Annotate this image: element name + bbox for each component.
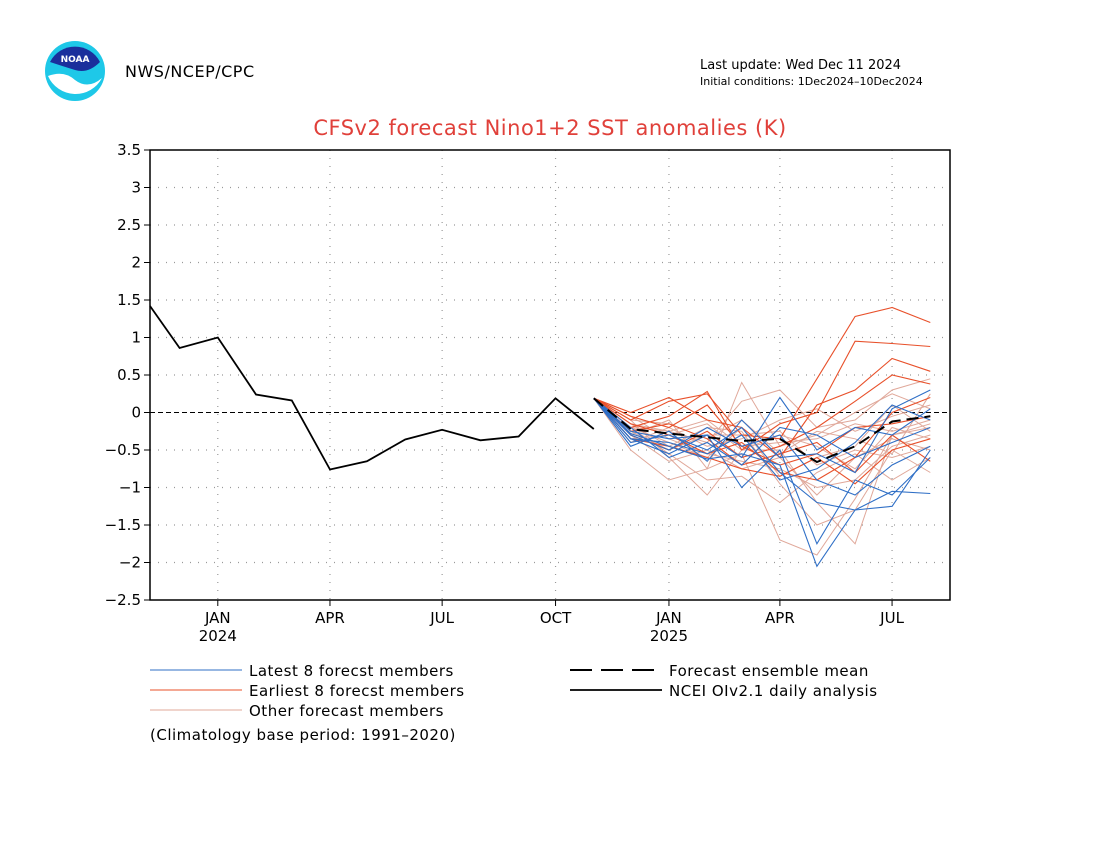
legend-label-observed: NCEI OIv2.1 daily analysis bbox=[669, 682, 878, 700]
latest-member-line bbox=[593, 397, 931, 481]
x-tick-label: JUL bbox=[429, 609, 454, 627]
noaa-logo-text: NOAA bbox=[61, 55, 90, 65]
y-tick-label: −0.5 bbox=[105, 441, 141, 459]
x-tick-label: JAN bbox=[204, 609, 231, 627]
agency-label: NWS/NCEP/CPC bbox=[125, 62, 255, 81]
last-update-text: Last update: Wed Dec 11 2024 bbox=[700, 58, 902, 73]
legend-label-mean: Forecast ensemble mean bbox=[669, 662, 869, 680]
x-year-label: 2025 bbox=[650, 627, 688, 645]
legend: Latest 8 forecst members Earliest 8 forec… bbox=[150, 662, 878, 720]
initial-conditions-text: Initial conditions: 1Dec2024–10Dec2024 bbox=[700, 75, 923, 88]
x-tick-label: JAN bbox=[655, 609, 682, 627]
noaa-logo: NOAA bbox=[45, 41, 105, 101]
latest-member-line bbox=[593, 397, 931, 466]
x-tick-label: APR bbox=[315, 609, 345, 627]
ensemble-mean bbox=[593, 397, 931, 464]
y-tick-label: 2.5 bbox=[117, 216, 141, 234]
y-tick-label: 3.5 bbox=[117, 141, 141, 159]
latest-member-line bbox=[593, 396, 931, 459]
y-axis: −2.5 −2 −1.5 −1 −0.5 0 0.5 1 1.5 2 2.5 3 3.5 bbox=[105, 141, 150, 609]
chart-title: CFSv2 forecast Nino1+2 SST anomalies (K) bbox=[313, 116, 787, 140]
legend-label-latest: Latest 8 forecst members bbox=[249, 662, 454, 680]
y-tick-label: −2.5 bbox=[105, 591, 141, 609]
y-tick-label: −1.5 bbox=[105, 516, 141, 534]
grid-layer bbox=[150, 150, 950, 600]
latest-member-line bbox=[593, 397, 931, 568]
x-tick-label: JUL bbox=[879, 609, 904, 627]
y-tick-label: −2 bbox=[119, 554, 141, 572]
earliest-member-line bbox=[593, 357, 931, 459]
ensemble-mean-line bbox=[593, 397, 931, 464]
legend-label-other: Other forecast members bbox=[249, 702, 444, 720]
y-tick-label: 3 bbox=[131, 179, 141, 197]
y-tick-label: 0 bbox=[131, 404, 141, 422]
x-tick-label: OCT bbox=[540, 609, 572, 627]
y-tick-label: 2 bbox=[131, 254, 141, 272]
earliest-member-line bbox=[593, 397, 931, 466]
observed-analysis bbox=[149, 305, 595, 471]
y-tick-label: 0.5 bbox=[117, 366, 141, 384]
latest-member-line bbox=[593, 397, 931, 546]
legend-label-earliest: Earliest 8 forecst members bbox=[249, 682, 465, 700]
y-tick-label: 1.5 bbox=[117, 291, 141, 309]
other-member-line bbox=[593, 397, 931, 496]
climatology-note: (Climatology base period: 1991–2020) bbox=[150, 726, 456, 744]
latest-member-line bbox=[593, 389, 931, 474]
observed-line bbox=[149, 305, 595, 471]
forecast-members bbox=[593, 306, 931, 568]
y-tick-label: −1 bbox=[119, 479, 141, 497]
x-tick-label: APR bbox=[765, 609, 795, 627]
y-tick-label: 1 bbox=[131, 329, 141, 347]
x-year-label: 2024 bbox=[199, 627, 237, 645]
